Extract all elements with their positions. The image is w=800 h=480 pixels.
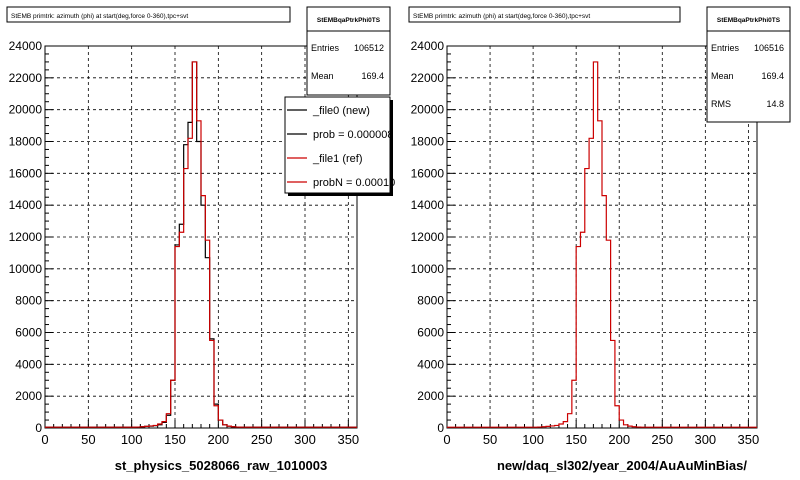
stats-value: 169.4 [361,71,384,81]
legend-label: _file0 (new) [312,105,370,117]
y-tick-label: 4000 [417,357,444,371]
legend-box [284,96,391,194]
chart-title: StEMB primtrk: azimuth (phi) at start(de… [413,13,590,20]
x-tick-label: 300 [694,432,716,447]
legend-label: probN = 0.00010 [313,177,395,189]
y-tick-label: 8000 [417,294,444,308]
stats-value: 106512 [354,43,384,53]
y-tick-label: 10000 [9,262,43,276]
stats-box [306,6,391,96]
y-tick-label: 8000 [15,294,42,308]
x-tick-label: 200 [207,432,229,447]
stats-label: Mean [311,71,334,81]
y-tick-label: 6000 [417,326,444,340]
stats-label: Entries [311,43,340,53]
x-tick-label: 350 [337,432,359,447]
stats-value: 14.8 [766,99,784,109]
y-tick-label: 18000 [9,135,43,149]
y-tick-label: 22000 [9,71,43,85]
x-tick-label: 150 [565,432,587,447]
legend-label: prob = 0.000008 [313,129,393,141]
stats-box [706,6,791,123]
y-tick-label: 12000 [9,230,43,244]
y-tick-label: 16000 [9,166,43,180]
x-tick-label: 100 [121,432,143,447]
x-tick-label: 150 [164,432,186,447]
stats-value: 106516 [754,43,784,53]
legend-label: _file1 (ref) [312,153,363,165]
y-tick-label: 6000 [15,326,42,340]
chart-title: StEMB primtrk: azimuth (phi) at start(de… [11,13,188,20]
x-tick-label: 50 [483,432,497,447]
y-tick-label: 2000 [15,389,42,403]
y-tick-label: 16000 [411,166,445,180]
histogram-series-0 [447,61,757,428]
left-histogram-panel: 0 50 100 150 200 250 300 350 0 2000 4000 6000 8000 10… [6,6,395,473]
x-tick-label: 350 [738,432,760,447]
y-tick-label: 20000 [411,103,445,117]
histogram-series-1 [45,61,357,428]
y-tick-label: 14000 [9,198,43,212]
x-tick-label: 50 [81,432,95,447]
right-histogram-panel: 0 50 100 150 200 250 300 350 0 2000 4000 6000 8000 10… [408,6,791,473]
y-tick-label: 10000 [411,262,445,276]
x-axis-label: new/daq_sl302/year_2004/AuAuMinBias/ [497,458,747,473]
y-tick-label: 24000 [411,39,445,53]
y-tick-label: 0 [35,421,42,435]
y-tick-label: 22000 [411,71,445,85]
stats-value: 169.4 [761,71,784,81]
title-box [408,6,681,23]
y-tick-label: 14000 [411,198,445,212]
x-tick-label: 100 [522,432,544,447]
stats-label: RMS [711,99,731,109]
y-tick-label: 12000 [411,230,445,244]
x-tick-label: 250 [651,432,673,447]
stats-name: StEMBqaPtrkPhi0TS [717,17,781,24]
y-tick-label: 20000 [9,103,43,117]
y-tick-label: 4000 [15,357,42,371]
y-tick-label: 2000 [417,389,444,403]
x-tick-label: 250 [251,432,273,447]
y-tick-label: 0 [437,421,444,435]
x-tick-label: 200 [608,432,630,447]
x-tick-label: 0 [443,432,450,447]
stats-label: Entries [711,43,740,53]
y-tick-label: 18000 [411,135,445,149]
title-box [6,6,291,23]
stats-name: StEMBqaPtrkPhi0TS [317,17,381,24]
x-tick-label: 0 [41,432,48,447]
x-axis-label: st_physics_5028066_raw_1010003 [115,458,328,473]
stats-label: Mean [711,71,734,81]
x-tick-label: 300 [294,432,316,447]
y-tick-label: 24000 [9,39,43,53]
